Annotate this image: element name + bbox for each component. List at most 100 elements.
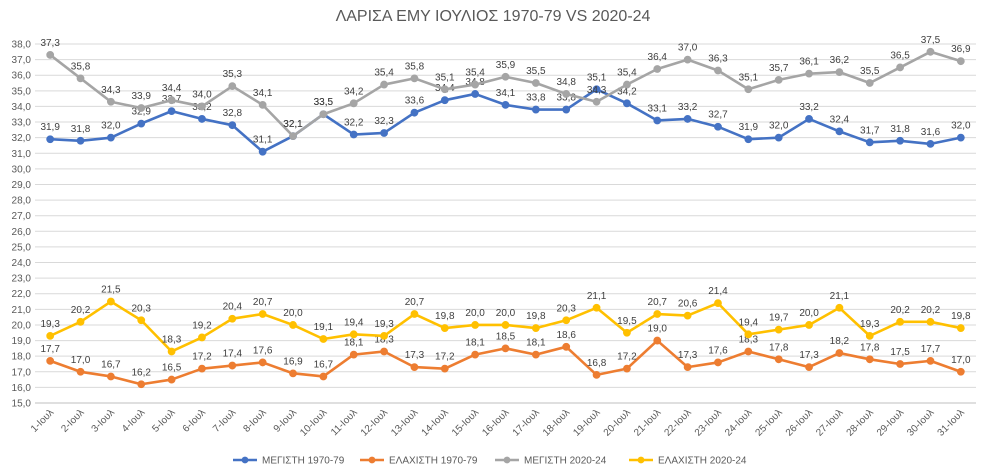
data-label: 18,2 [830,336,850,347]
y-tick-label: 24,0 [12,258,32,269]
x-tick-label: 21-Ιουλ [632,407,663,438]
x-tick-label: 26-Ιουλ [784,407,815,438]
data-point [349,350,358,359]
data-point [531,105,540,114]
data-label: 37,3 [40,38,60,49]
data-label: 33,5 [314,97,334,108]
data-point [865,355,874,364]
data-point [349,330,358,339]
data-point [258,310,267,318]
data-label: 20,2 [890,305,910,316]
legend-label: ΕΛΑΧΙΣΤΗ 1970-79 [389,456,478,467]
y-tick-label: 27,0 [12,211,32,222]
data-point [410,74,419,83]
series-3: 37,3 35,8 34,3 33,9 34,4 34,0 35,3 34,1 32,1 33,5… [40,35,971,140]
data-point [289,132,297,140]
y-tick-label: 22,0 [12,289,32,300]
data-point [319,372,328,381]
data-point [319,335,328,343]
data-point [198,364,206,373]
data-point [714,66,722,75]
data-point [106,97,115,106]
data-label: 36,5 [890,50,910,61]
x-tick-label: 23-Ιουλ [693,407,724,438]
data-point [683,115,692,123]
y-tick-label: 37,0 [12,55,32,66]
data-point [805,115,813,123]
data-point [865,79,874,87]
data-point [926,356,935,365]
legend-swatch-marker [503,456,511,464]
x-tick-label: 30-Ιουλ [905,407,936,438]
x-tick-label: 5-Ιουλ [150,407,177,434]
data-label: 18,5 [496,331,516,342]
data-point [471,350,480,359]
data-label: 35,3 [223,69,243,80]
data-label: 20,2 [921,305,941,316]
data-label: 35,9 [496,60,516,71]
data-label: 19,2 [192,320,212,331]
y-tick-label: 32,0 [12,133,32,144]
data-label: 20,4 [223,302,243,313]
x-tick-label: 6-Ιουλ [181,407,208,434]
data-point [714,299,722,308]
data-point [440,96,449,105]
y-tick-label: 20,0 [12,320,32,331]
data-label: 33,8 [526,93,546,104]
series-2: 17,7 17,0 16,7 16,2 16,5 17,2 17,4 17,6 16,9 16,7… [40,324,971,389]
data-label: 20,2 [71,305,91,316]
data-point [167,375,176,384]
data-label: 16,7 [314,359,334,370]
data-point [653,116,662,125]
data-point [683,363,692,372]
x-tick-label: 31-Ιουλ [936,407,967,438]
data-label: 32,0 [101,121,121,132]
data-point [562,90,571,98]
data-point [289,369,297,378]
legend-swatch-marker [637,456,645,464]
data-label: 16,5 [162,363,182,374]
data-point [896,360,905,368]
data-point [896,317,905,326]
data-point [46,135,55,144]
data-point [380,331,388,340]
data-point [805,321,813,329]
data-label: 20,6 [678,299,698,310]
data-label: 17,3 [799,350,819,361]
legend-label: ΕΛΑΧΙΣΤΗ 2020-24 [658,456,747,467]
data-label: 17,0 [71,355,91,366]
data-point [410,363,419,372]
data-point [926,317,935,326]
y-tick-label: 34,0 [12,102,32,113]
data-point [592,371,601,379]
y-tick-label: 18,0 [12,352,32,363]
data-label: 17,7 [921,344,941,355]
y-tick-label: 38,0 [12,40,32,51]
data-label: 17,6 [253,345,273,356]
data-point [440,364,449,373]
data-point [956,367,965,376]
data-label: 37,0 [678,43,698,54]
data-label: 21,1 [830,291,850,302]
data-point [744,330,753,339]
gridlines [35,43,976,404]
data-label: 34,2 [617,86,637,97]
x-tick-label: 7-Ιουλ [211,407,238,434]
x-tick-label: 12-Ιουλ [359,407,390,438]
data-point [410,310,419,318]
data-label: 17,0 [951,355,971,366]
data-point [137,119,146,128]
data-label: 35,8 [71,61,91,72]
data-point [258,358,267,367]
data-label: 19,3 [40,319,60,330]
data-point [228,82,237,91]
data-point [76,317,85,326]
data-point [926,139,935,148]
data-label: 36,4 [648,52,668,63]
x-tick-label: 18-Ιουλ [541,407,572,438]
x-tick-label: 19-Ιουλ [571,407,602,438]
data-point [653,310,662,318]
data-point [744,135,753,144]
data-point [501,344,510,353]
